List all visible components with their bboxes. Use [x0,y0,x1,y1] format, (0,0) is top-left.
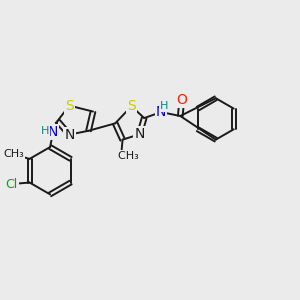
Text: N: N [48,125,58,139]
Text: S: S [65,99,74,112]
Text: N: N [64,128,74,142]
Text: S: S [127,99,136,113]
Text: N: N [134,127,145,141]
Text: H: H [160,100,168,111]
Text: CH₃: CH₃ [3,149,24,159]
Text: H: H [40,126,49,136]
Text: O: O [176,93,187,107]
Text: N: N [156,105,166,119]
Text: CH₃: CH₃ [104,151,139,161]
Text: Cl: Cl [6,178,18,190]
